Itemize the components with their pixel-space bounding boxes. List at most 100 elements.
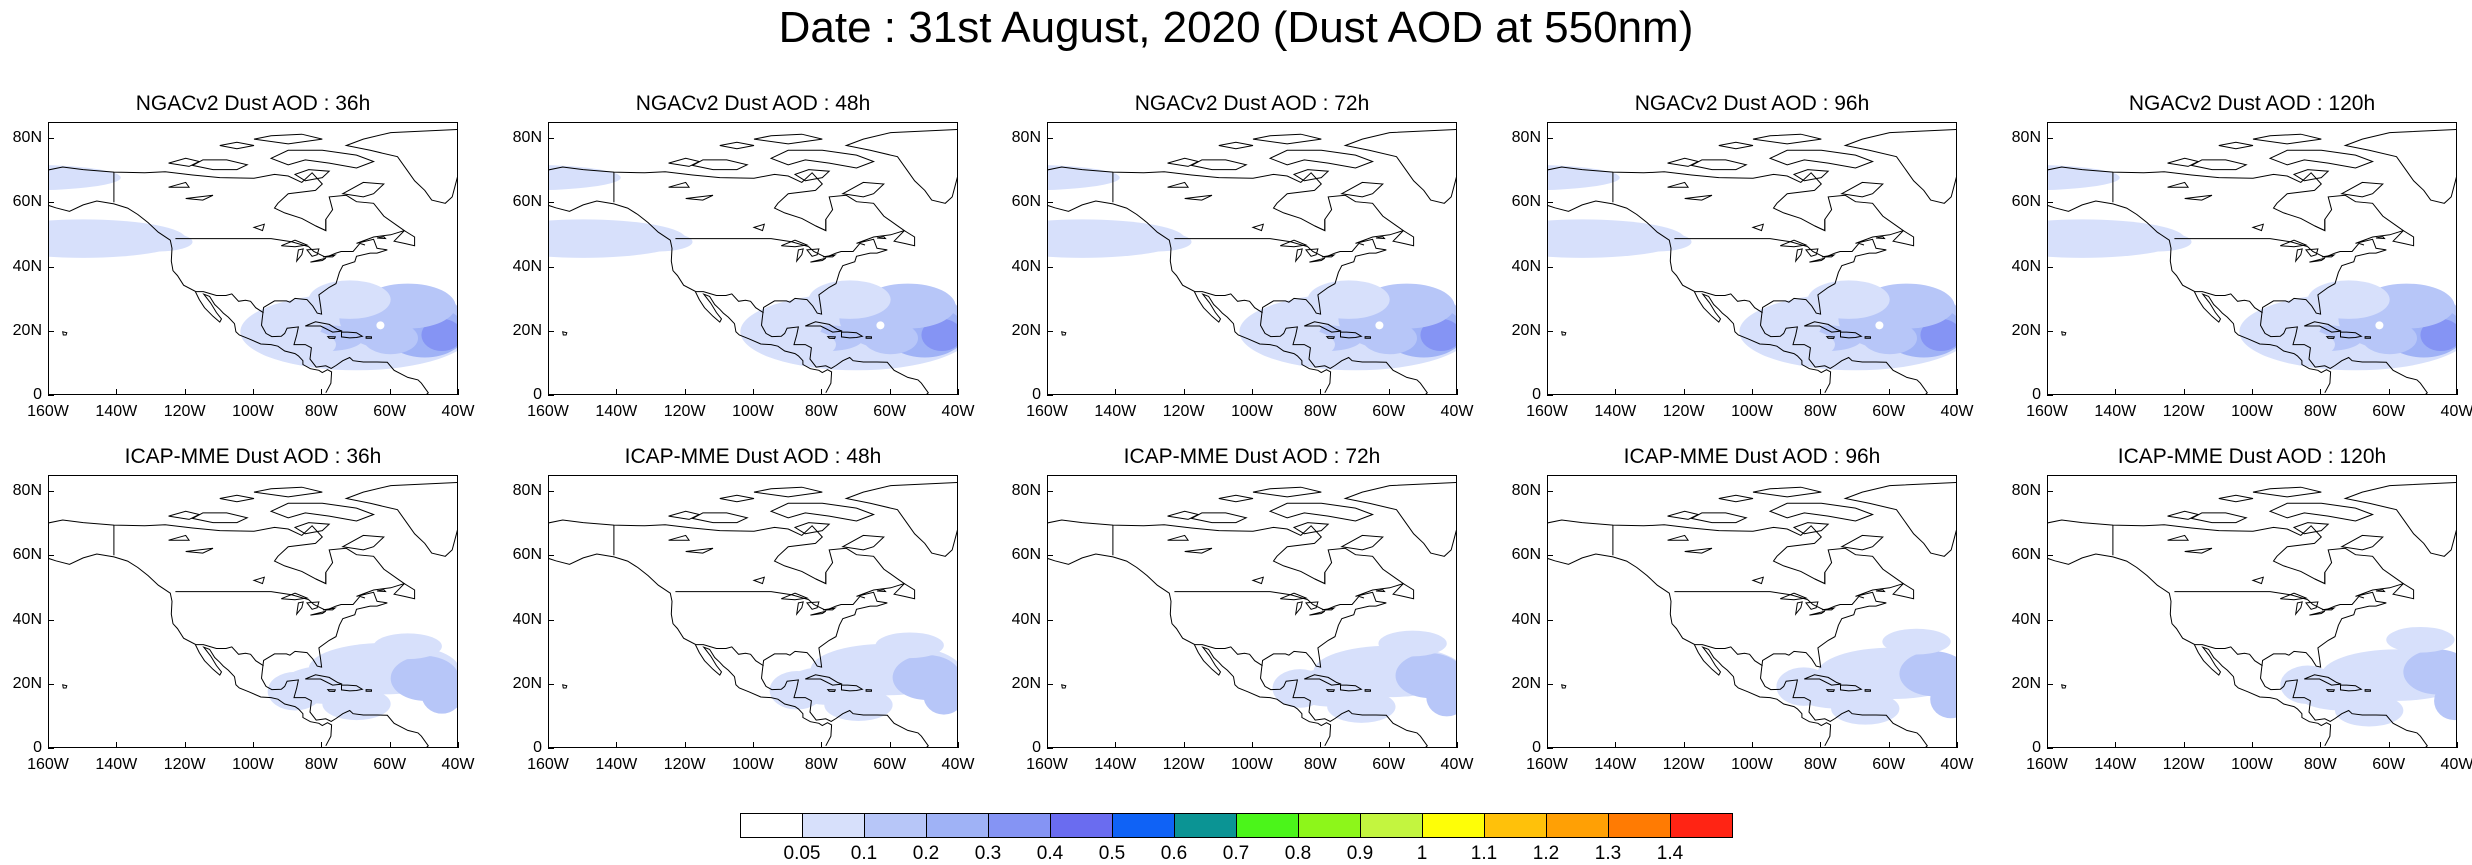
coastline [549,200,833,394]
y-tick-label: 80N [1511,129,1541,147]
island-outline [1292,522,1330,535]
island-outline [1804,321,1842,333]
x-tick-mark [389,389,391,395]
x-tick-mark [253,742,254,748]
lake-outline [1294,248,1303,263]
island-outline [1061,331,1067,336]
island-outline [219,494,255,503]
lake-outline [252,223,266,232]
colorbar-label: 0.9 [1346,843,1374,864]
map-canvas [1048,481,1456,747]
lake-outline [1305,248,1319,257]
dust-aod-region [2434,681,2456,721]
panel-title: NGACv2 Dust AOD : 48h [635,92,871,115]
island-outline [1875,589,1886,593]
colorbar-swatch [1360,813,1423,838]
island-outline [1364,336,1371,339]
island-outline [1875,236,1886,240]
lake-outline [2309,257,2326,263]
lake-outline [1794,248,1803,263]
y-tick-label: 40N [2011,610,2041,628]
x-tick-mark [48,389,49,395]
island-outline [2061,331,2067,336]
coastline [2314,219,2326,232]
country-border [675,238,866,258]
island-outline [841,181,885,198]
dust-aod-region [421,318,457,352]
island-outline [1340,181,1384,198]
colorbar-swatch [1236,813,1299,838]
island-outline [1325,336,1336,340]
x-tick-mark [753,389,754,395]
dust-aod-region [875,632,944,659]
island-outline [1190,512,1248,524]
y-tick-mark [548,202,554,204]
coastline [844,128,957,204]
island-outline [2218,494,2254,503]
x-tick-label: 100W [1731,756,1773,773]
dust-aod-region [1048,165,1120,191]
colorbar-label: 0.05 [783,843,821,864]
y-tick-mark [48,138,54,140]
map-canvas [549,481,957,747]
island-outline [769,502,876,522]
x-tick-mark [2183,389,2185,395]
lake-outline [2294,248,2303,263]
island-outline [562,684,568,689]
island-outline [293,169,331,182]
colorbar-swatch [1050,813,1113,838]
map-frame [1547,122,1957,395]
lake-outline [2280,592,2308,601]
island-outline [1392,582,1415,600]
x-tick-label: 160W [527,403,569,420]
island-outline [2252,133,2322,145]
y-tick-label: 40N [2011,257,2041,275]
colorbar-label: 0.7 [1222,843,1250,864]
y-tick-label: 60N [1511,546,1541,564]
lake-outline [2305,248,2319,257]
y-tick-mark [2047,748,2053,749]
y-tick-mark [2047,138,2053,140]
lake-outline [1751,576,1765,585]
panel-title: NGACv2 Dust AOD : 36h [135,92,371,115]
island-outline [2375,589,2386,593]
x-tick-label: 80W [1303,403,1337,420]
x-tick-label: 80W [804,403,838,420]
coastline [2048,519,2428,747]
island-outline [1167,157,1200,167]
x-tick-mark [958,389,959,395]
island-outline [269,149,376,169]
island-outline [876,589,887,593]
x-tick-mark [1957,389,1958,395]
colorbar-label: 0.3 [974,843,1002,864]
x-tick-label: 160W [1026,756,1068,773]
lake-outline [752,223,766,232]
y-tick-label: 20N [2011,674,2041,692]
x-tick-mark [1252,389,1253,395]
x-tick-label: 60W [873,756,907,773]
island-outline [253,133,323,145]
lake-outline [310,610,327,616]
y-tick-mark [2047,266,2053,268]
x-tick-mark [889,389,891,395]
lake-outline [1167,534,1190,541]
x-tick-label: 140W [1594,403,1637,420]
island-outline [1768,149,1875,169]
country-border [195,644,264,667]
country-border [675,591,866,611]
map-frame [1047,475,1457,748]
y-tick-label: 80N [2011,482,2041,500]
x-tick-mark [2388,742,2390,748]
y-tick-mark [548,748,554,749]
x-tick-mark [321,389,323,395]
country-border [1174,238,1365,258]
x-tick-mark [2320,742,2322,748]
country-border [2194,644,2263,667]
island-outline [1792,169,1830,182]
lake-outline [795,248,804,263]
y-tick-label: 0 [1532,739,1541,756]
coastline [49,519,429,747]
dust-aod-region [624,232,693,252]
dust-aod-region [1920,318,1956,352]
island-outline [62,331,68,336]
